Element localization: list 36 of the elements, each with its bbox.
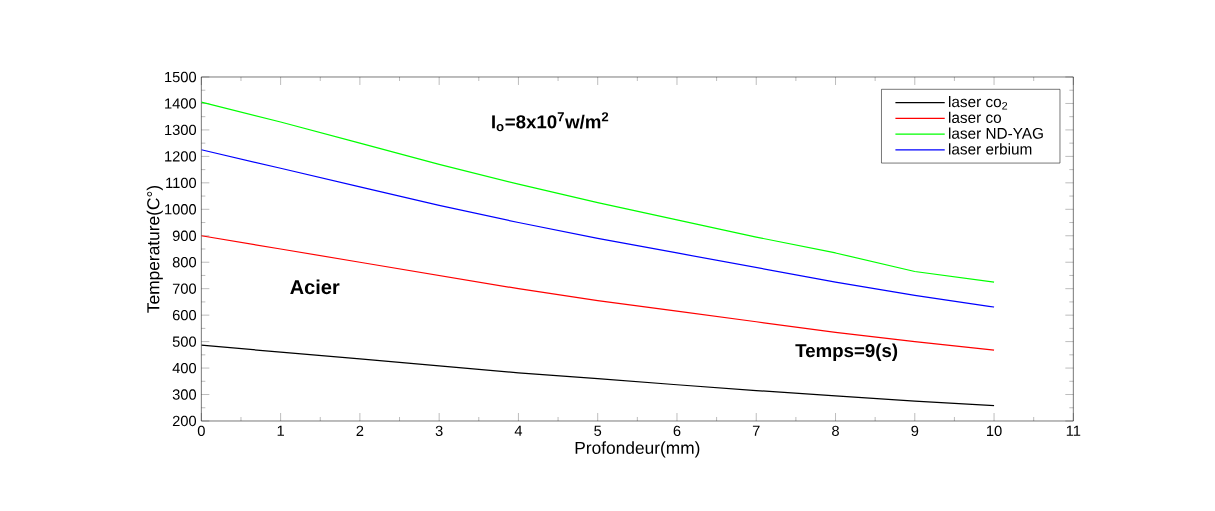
x-tick-label: 7 <box>752 425 760 436</box>
x-tick-label: 11 <box>1066 425 1081 436</box>
x-tick-label: 5 <box>594 425 602 436</box>
legend-label: laser co <box>949 111 1002 124</box>
y-tick-label: 700 <box>172 283 197 294</box>
x-axis-title: Profondeur(mm) <box>575 441 700 458</box>
y-tick-label: 800 <box>172 257 197 268</box>
x-tick-label: 0 <box>197 425 205 437</box>
legend-label: laser ND-YAG <box>949 127 1043 139</box>
line-series <box>201 344 995 407</box>
y-tick-label: 1200 <box>165 151 197 162</box>
y-tick-label: 1100 <box>166 177 197 189</box>
y-tick-label: 900 <box>172 230 197 241</box>
annotation: Acier <box>290 279 340 295</box>
y-tick-label: 1000 <box>165 204 197 215</box>
x-tick-label: 4 <box>514 425 523 436</box>
y-tick-label: 600 <box>172 309 197 321</box>
legend-label: laser co$_{2}$ <box>949 95 1008 110</box>
x-tick-label: 9 <box>911 425 919 437</box>
annotation: I$_{o}$=8x10$^{7}$w/m$^{2}$ <box>492 112 609 132</box>
x-tick-label: 6 <box>673 425 681 437</box>
y-tick-label: 1400 <box>165 98 197 109</box>
y-tick-label: 200 <box>172 415 197 427</box>
x-tick-label: 3 <box>435 425 443 437</box>
y-tick-label: 500 <box>172 336 197 347</box>
legend-label: laser erbium <box>949 143 1032 155</box>
x-tick-label: 8 <box>832 425 839 437</box>
y-tick-label: 1300 <box>165 124 197 136</box>
annotation: Temps=9(s) <box>795 343 898 361</box>
x-tick-label: 1 <box>277 425 284 436</box>
y-axis-title: Temperature(C°) <box>146 185 163 313</box>
y-tick-label: 400 <box>172 362 197 374</box>
x-tick-label: 10 <box>987 425 1002 437</box>
y-tick-label: 300 <box>172 389 197 400</box>
x-tick-label: 2 <box>356 425 364 436</box>
y-tick-label: 1500 <box>165 71 197 83</box>
